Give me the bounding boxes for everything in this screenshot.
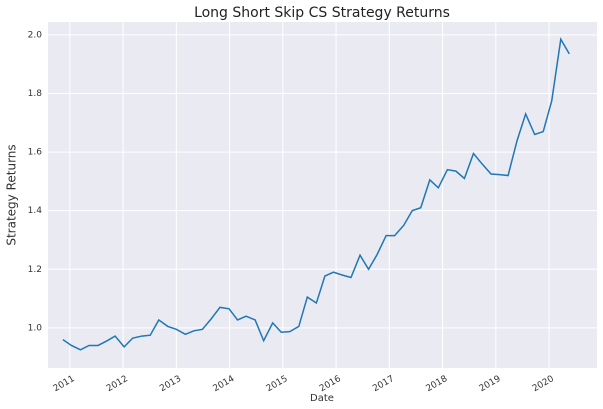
- x-tick-label: 2015: [265, 374, 290, 394]
- y-tick-label: 1.8: [28, 89, 43, 99]
- x-tick-label: 2017: [371, 374, 396, 394]
- chart-title: Long Short Skip CS Strategy Returns: [194, 5, 450, 21]
- x-tick-label: 2012: [105, 374, 130, 394]
- x-tick-label: 2013: [158, 374, 183, 394]
- data-line: [62, 37, 570, 351]
- x-tick-label: 2019: [478, 374, 503, 394]
- y-tick-label: 2.0: [28, 30, 43, 40]
- y-tick-label: 1.4: [28, 206, 43, 216]
- plot-area: [48, 22, 597, 368]
- y-axis-label: Strategy Returns: [5, 144, 19, 245]
- x-tick-label: 2011: [52, 374, 77, 394]
- y-tick-label: 1.6: [28, 148, 43, 158]
- y-tick-label: 1.2: [28, 265, 42, 275]
- x-tick-label: 2016: [318, 374, 343, 394]
- x-tick-label: 2020: [531, 374, 556, 394]
- x-axis-label: Date: [310, 393, 334, 404]
- y-tick-label: 1.0: [28, 323, 43, 333]
- x-tick-label: 2014: [211, 374, 236, 394]
- x-tick-label: 2018: [424, 374, 449, 394]
